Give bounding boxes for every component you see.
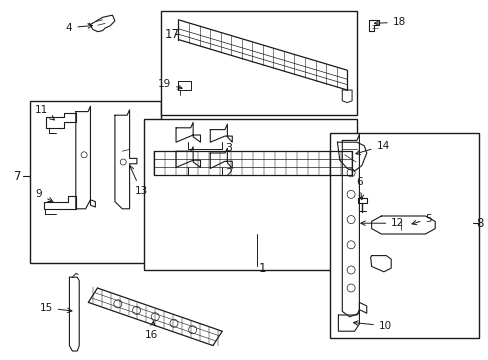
Text: 19: 19 <box>158 78 182 89</box>
Text: 14: 14 <box>355 141 389 155</box>
Text: 9: 9 <box>36 189 53 202</box>
Text: 10: 10 <box>353 321 391 331</box>
Text: 3: 3 <box>224 143 231 153</box>
Text: 4: 4 <box>65 23 92 33</box>
Text: 6: 6 <box>355 177 363 199</box>
Text: 7: 7 <box>14 170 21 183</box>
Text: 18: 18 <box>374 17 405 27</box>
Text: 1: 1 <box>259 262 266 275</box>
Text: 13: 13 <box>129 166 147 196</box>
Polygon shape <box>30 101 161 263</box>
Text: 16: 16 <box>144 321 158 340</box>
Text: 2: 2 <box>224 168 232 178</box>
Text: 17: 17 <box>164 28 179 41</box>
Text: 11: 11 <box>35 105 54 120</box>
Polygon shape <box>329 133 478 338</box>
Text: 8: 8 <box>475 217 482 230</box>
Text: 15: 15 <box>40 303 72 313</box>
Polygon shape <box>144 119 356 270</box>
Polygon shape <box>161 11 356 115</box>
Text: 5: 5 <box>411 214 431 225</box>
Text: 12: 12 <box>360 218 404 228</box>
